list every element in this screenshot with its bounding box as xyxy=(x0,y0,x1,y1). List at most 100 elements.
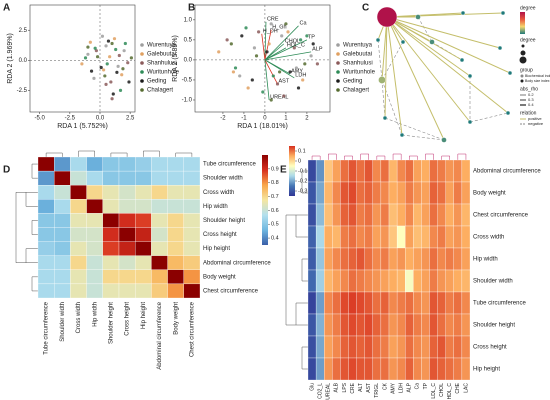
dendrogram-branch xyxy=(31,220,38,235)
heatmap-cell xyxy=(315,181,325,205)
dendrogram-branch xyxy=(457,153,467,160)
heatmap-cell xyxy=(70,199,87,214)
column-label: Chest circumference xyxy=(189,301,195,357)
heatmap-cell xyxy=(413,181,422,205)
heatmap-cell xyxy=(324,203,333,227)
point xyxy=(246,86,250,90)
heatmap-cell xyxy=(364,335,373,359)
legend-marker xyxy=(336,70,340,74)
heatmap-cell xyxy=(405,203,414,227)
point xyxy=(89,69,94,73)
heatmap-cell xyxy=(356,335,365,359)
heatmap-cell xyxy=(421,357,430,381)
row-label: Cross width xyxy=(203,190,234,196)
y-axis-label: RDA 2 (1.969%) xyxy=(7,33,14,84)
heatmap-cell xyxy=(118,269,136,285)
heatmap-cell xyxy=(372,225,382,249)
heatmap-cell xyxy=(135,199,152,214)
row-label: Tube circumference xyxy=(203,162,256,168)
heatmap-cell xyxy=(183,269,201,285)
heatmap-cell xyxy=(324,313,333,337)
heatmap-cell xyxy=(372,247,382,271)
heatmap-cell xyxy=(70,185,87,200)
column-label: Tube circumference xyxy=(44,301,50,354)
row-label: Shoulder width xyxy=(473,279,513,285)
heatmap-cell xyxy=(307,181,317,205)
x-tick-label: -1 xyxy=(241,116,247,122)
heatmap-cell xyxy=(453,269,463,293)
heatmap-cell xyxy=(340,269,349,293)
point xyxy=(95,55,100,59)
column-label: LPS xyxy=(342,382,348,392)
heatmap-cell xyxy=(135,156,152,172)
heatmap-cell xyxy=(405,335,414,359)
heatmap-cell xyxy=(445,335,454,359)
heatmap-cell xyxy=(356,357,365,381)
heatmap-cell xyxy=(348,181,357,205)
y-tick-label: 2.5 xyxy=(19,28,28,34)
heatmap-cell xyxy=(445,291,454,315)
point xyxy=(233,66,238,70)
heatmap-cell xyxy=(86,283,103,299)
heatmap-cell xyxy=(86,170,103,186)
point xyxy=(299,38,303,42)
heatmap-cell xyxy=(453,313,463,337)
node xyxy=(507,70,513,76)
node xyxy=(460,10,466,16)
point xyxy=(106,39,111,43)
panel-letter: C xyxy=(362,3,369,14)
dendrogram-branch xyxy=(376,155,386,160)
heatmap-cell xyxy=(54,269,71,285)
heatmap-cell xyxy=(429,203,438,227)
heatmap-cell xyxy=(37,199,55,214)
heatmap-cell xyxy=(356,181,365,205)
edge xyxy=(386,12,504,18)
group-label: Biochemical index xyxy=(525,74,550,78)
row-label: Chest circumference xyxy=(203,289,259,295)
row-label: Hip height xyxy=(473,367,500,373)
size-key xyxy=(519,56,527,64)
colorbar-label: 0.5 xyxy=(271,222,279,228)
point xyxy=(104,82,108,86)
heatmap-cell xyxy=(348,335,357,359)
heatmap-cell xyxy=(340,247,349,271)
edge xyxy=(386,16,471,77)
column-label: CK xyxy=(382,382,388,390)
dendrogram-branch xyxy=(392,153,402,160)
point xyxy=(301,78,305,82)
heatmap-cell xyxy=(445,181,454,205)
heatmap-cell xyxy=(437,203,446,227)
heatmap-cell xyxy=(421,313,430,337)
heatmap-cell xyxy=(183,255,201,270)
heatmap-cell xyxy=(364,181,373,205)
column-label: HDL_C xyxy=(447,383,453,400)
x-tick-label: 2 xyxy=(305,116,309,122)
arrow-label: AST xyxy=(279,78,290,84)
edge xyxy=(386,16,463,61)
heatmap-cell xyxy=(437,247,446,271)
point xyxy=(114,47,118,52)
heatmap-cell xyxy=(37,269,55,285)
arrow-label: AMY xyxy=(291,68,303,74)
legend-title: degree xyxy=(520,37,536,43)
column-label: LDL_C xyxy=(431,383,437,399)
heatmap-cell xyxy=(118,185,136,200)
heatmap-cell xyxy=(332,357,341,381)
heatmap-cell xyxy=(356,313,365,337)
dendrogram-branch xyxy=(441,155,450,160)
heatmap-cell xyxy=(37,255,55,270)
node xyxy=(505,110,511,116)
colorbar-label: 0.9 xyxy=(271,166,279,172)
heatmap-cell xyxy=(183,227,201,242)
heatmap-cell xyxy=(307,357,317,381)
x-tick-label: 0 xyxy=(263,116,267,122)
heatmap-cell xyxy=(151,227,168,242)
heatmap-cell xyxy=(380,225,390,249)
point xyxy=(117,53,121,58)
heatmap-cell xyxy=(396,225,406,249)
heatmap-cell xyxy=(348,159,357,183)
column-label: LDH xyxy=(398,383,404,393)
heatmap-cell xyxy=(388,225,398,249)
heatmap-cell xyxy=(151,283,168,299)
heatmap-cell xyxy=(421,291,430,315)
